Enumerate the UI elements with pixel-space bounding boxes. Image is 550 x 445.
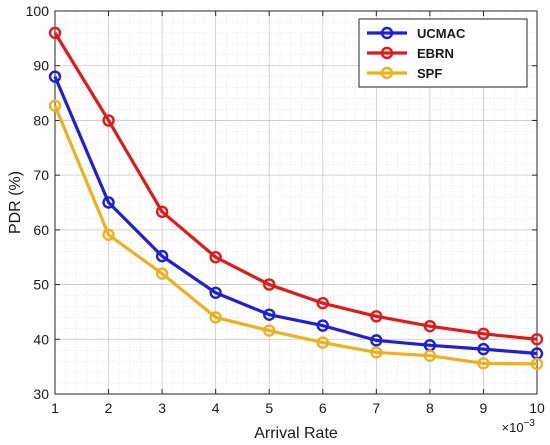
x-tick-label: 9: [480, 400, 488, 416]
legend-item-spf: SPF: [367, 66, 442, 81]
data-point: [155, 267, 169, 280]
x-axis-label: Arrival Rate: [254, 425, 338, 442]
legend-item-ucmac: UCMAC: [367, 26, 466, 41]
data-point: [370, 346, 383, 359]
series-ucmac: [48, 70, 544, 360]
x-tick-label: 3: [158, 400, 166, 416]
legend-item-ebrn: EBRN: [367, 46, 454, 61]
data-point: [316, 336, 329, 349]
data-point: [155, 249, 169, 263]
data-point: [155, 205, 169, 219]
data-point: [477, 342, 490, 356]
y-tick-label: 90: [33, 58, 49, 74]
legend-box: [358, 18, 528, 88]
axis-ticks: 1 2 3 4 5 6 7 8 9 10 30 40 50 60 70 80 90 100: [26, 3, 545, 416]
y-tick-label: 40: [33, 331, 49, 347]
x-axis-multiplier-exponent: −3: [524, 418, 536, 429]
data-point: [263, 324, 276, 337]
legend-label: SPF: [417, 66, 442, 81]
data-point: [209, 251, 222, 264]
y-tick-label: 100: [26, 3, 50, 19]
x-tick-label: 8: [426, 400, 434, 416]
series-line: [53, 32, 538, 341]
x-axis-multiplier-base: ×10: [502, 420, 524, 435]
data-point: [530, 333, 544, 346]
data-point: [48, 99, 62, 112]
data-point: [263, 308, 276, 321]
x-tick-label: 10: [529, 400, 545, 416]
data-point: [530, 357, 544, 371]
data-point: [263, 278, 276, 291]
x-tick-label: 2: [105, 400, 113, 416]
data-point: [102, 196, 115, 209]
plot-area-frame: [54, 10, 538, 395]
x-tick-label: 6: [319, 400, 327, 416]
series-line: [53, 105, 538, 366]
legend-label: UCMAC: [417, 26, 466, 41]
legend-swatch-marker: [380, 26, 394, 40]
data-point: [48, 26, 62, 40]
data-point: [209, 286, 222, 299]
data-point: [316, 296, 329, 310]
y-tick-label: 50: [33, 277, 49, 293]
series-ebrn: [48, 26, 544, 346]
data-point: [423, 319, 437, 333]
data-point: [477, 327, 490, 341]
series-group: [48, 26, 544, 371]
y-tick-label: 80: [33, 112, 49, 128]
data-point: [423, 349, 437, 362]
data-point: [370, 334, 383, 347]
data-point: [102, 114, 115, 127]
y-axis-label: PDR (%): [7, 171, 24, 234]
x-tick-label: 7: [372, 400, 380, 416]
data-point: [48, 70, 62, 83]
data-point: [370, 310, 383, 323]
x-tick-label: 5: [265, 400, 273, 416]
legend-swatch-marker: [380, 66, 394, 80]
y-tick-label: 70: [33, 167, 49, 183]
legend: UCMAC EBRN SPF: [358, 18, 528, 88]
legend-swatch-marker: [380, 46, 394, 60]
data-point: [316, 319, 329, 332]
x-axis-multiplier: ×10−3: [502, 418, 536, 435]
data-point: [102, 228, 115, 241]
series-line: [53, 76, 538, 356]
data-point: [209, 311, 222, 324]
series-spf: [48, 99, 544, 371]
x-tick-label: 4: [212, 400, 220, 416]
y-tick-label: 30: [33, 386, 49, 402]
legend-label: EBRN: [417, 46, 454, 61]
y-tick-label: 60: [33, 222, 49, 238]
data-point: [477, 357, 490, 370]
x-tick-label: 1: [51, 400, 59, 416]
